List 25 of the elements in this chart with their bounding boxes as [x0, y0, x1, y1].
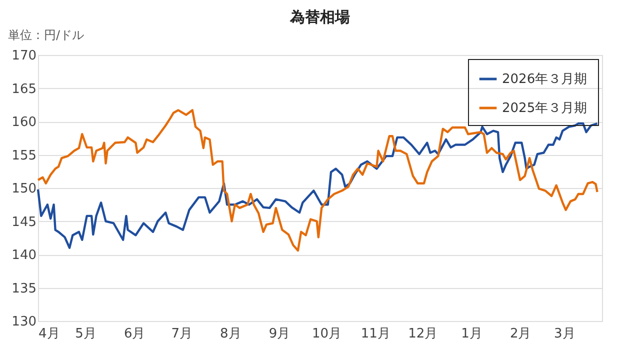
text: 単位：円/ドル — [8, 28, 84, 42]
x-tick-label: 3月 — [554, 326, 576, 342]
y-tick-label: 150 — [12, 182, 36, 196]
y-tick-label: 130 — [12, 314, 36, 330]
legend-label: 2025年３月期 — [502, 101, 588, 116]
legend-label: 2026年３月期 — [502, 72, 588, 87]
y-tick-label: 135 — [12, 281, 36, 296]
x-tick-label: 9月 — [268, 326, 290, 342]
x-tick-label: 5月 — [75, 326, 96, 342]
y-tick-label: 160 — [12, 115, 36, 130]
y-tick-label: 145 — [12, 214, 36, 230]
chart-title: 為替相場 — [289, 8, 350, 26]
x-tick-label: 2月 — [510, 326, 532, 342]
x-tick-label: 7月 — [171, 326, 193, 342]
y-tick-label: 140 — [12, 248, 36, 263]
x-tick-label: 12月 — [408, 326, 438, 342]
x-tick-label: 11月 — [360, 326, 390, 342]
y-tick-label: 155 — [12, 148, 36, 164]
y-tick-label: 165 — [12, 82, 36, 97]
x-tick-label: 10月 — [312, 326, 342, 342]
x-tick-label: 1月 — [461, 326, 482, 342]
x-tick-label: 6月 — [124, 326, 146, 342]
y-tick-label: 170 — [12, 48, 36, 64]
x-tick-label: 4月 — [38, 326, 60, 342]
x-tick-label: 8月 — [220, 326, 242, 342]
